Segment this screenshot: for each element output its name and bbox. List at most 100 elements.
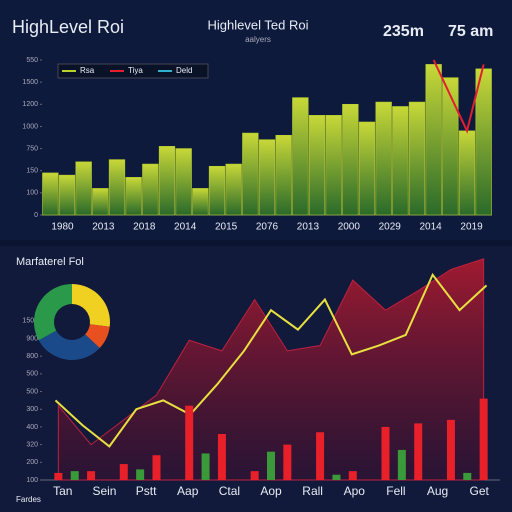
bar: [142, 163, 159, 216]
bar: [108, 159, 126, 216]
bar: [392, 106, 409, 216]
y-tick-label: 750: [26, 145, 38, 152]
bar: [358, 121, 376, 216]
title: HighLevel Roi: [12, 17, 124, 37]
bar: [136, 469, 145, 480]
donut-slice: [38, 330, 100, 360]
y-tick-label: 550: [26, 57, 38, 64]
bar: [217, 434, 226, 480]
y-tick-label: 100: [26, 190, 38, 197]
y-tick-label: 320: [26, 441, 38, 448]
line: [54, 272, 488, 448]
bar: [158, 146, 176, 216]
x-tick-label: Sein: [92, 484, 116, 498]
bar: [348, 471, 357, 480]
y-tick-label: 1500: [22, 318, 38, 325]
bar: [152, 455, 161, 480]
y-tick-label: 500: [26, 371, 38, 378]
x-axis-label: Fardes: [16, 495, 41, 504]
bar: [185, 405, 194, 480]
y-tick-label: 1500: [22, 79, 38, 86]
bar: [175, 148, 192, 216]
bar: [316, 432, 325, 480]
bar: [70, 471, 79, 480]
bar: [208, 165, 226, 216]
x-tick-label: 2013: [297, 222, 320, 233]
y-tick-label: 150: [26, 168, 38, 175]
bar: [125, 177, 142, 216]
bar: [408, 101, 426, 216]
chart-title: Marfaterel Fol: [16, 256, 84, 268]
x-tick-label: Ctal: [219, 484, 240, 498]
bar: [479, 398, 488, 480]
subtitle: Highlevel Ted Roi: [208, 17, 309, 32]
bar: [308, 115, 326, 216]
bar: [292, 97, 309, 216]
x-tick-label: 2014: [420, 222, 443, 233]
bar: [242, 132, 259, 216]
y-tick-label: 800: [26, 353, 38, 360]
bar: [381, 426, 390, 480]
bar: [283, 444, 292, 480]
y-tick-label: 1000: [22, 123, 38, 130]
bar: [267, 451, 275, 480]
y-tick-label: 100: [26, 477, 38, 484]
x-tick-label: 2013: [92, 222, 115, 233]
bar: [58, 174, 76, 216]
y-tick-label: 0: [34, 212, 38, 219]
bar: [275, 134, 292, 216]
bar: [192, 188, 209, 216]
x-tick-label: 2014: [174, 222, 197, 233]
x-tick-label: Aop: [260, 484, 282, 498]
bar: [458, 130, 476, 216]
legend-label: Tiya: [128, 66, 143, 75]
legend: [57, 63, 209, 79]
bar: [446, 419, 455, 480]
x-tick-label: 2018: [133, 222, 156, 233]
x-tick-label: 2029: [379, 222, 402, 233]
note: aalyers: [245, 35, 271, 44]
x-tick-label: Apo: [344, 484, 366, 498]
y-tick-label: 500: [26, 388, 38, 395]
bar: [325, 115, 342, 216]
stat: 235m: [383, 23, 424, 40]
bar: [201, 453, 210, 480]
y-tick-label: 400: [26, 424, 38, 431]
x-tick-label: Fell: [386, 484, 405, 498]
y-tick-label: 200: [26, 459, 38, 466]
bar: [342, 103, 359, 216]
bar: [475, 68, 492, 216]
legend-label: Rsa: [80, 66, 95, 75]
bar: [332, 474, 341, 480]
bar: [397, 449, 406, 480]
x-tick-label: 1980: [51, 222, 74, 233]
donut-slice: [34, 284, 72, 341]
bar: [442, 77, 459, 216]
area: [57, 258, 485, 481]
bar: [463, 472, 472, 480]
x-tick-label: Rall: [302, 484, 323, 498]
bar: [92, 188, 109, 216]
stat: 75 am: [448, 23, 493, 40]
y-tick-label: 1200: [22, 101, 38, 108]
bar: [375, 101, 392, 216]
bar: [75, 161, 92, 216]
y-tick-label: 300: [26, 406, 38, 413]
donut-slice: [85, 324, 110, 349]
bar: [414, 423, 423, 480]
donut-slice: [72, 284, 110, 327]
x-tick-label: 2015: [215, 222, 238, 233]
x-tick-label: Pstt: [136, 484, 157, 498]
bar: [425, 64, 442, 216]
bar: [54, 472, 63, 480]
y-tick-label: 900: [26, 335, 38, 342]
legend-label: Deld: [176, 66, 192, 75]
x-tick-label: 2000: [338, 222, 361, 233]
x-tick-label: Get: [470, 484, 490, 498]
bar: [42, 172, 59, 216]
line: [432, 59, 485, 134]
bar: [258, 139, 276, 216]
x-tick-label: 2076: [256, 222, 279, 233]
bar: [225, 163, 242, 216]
